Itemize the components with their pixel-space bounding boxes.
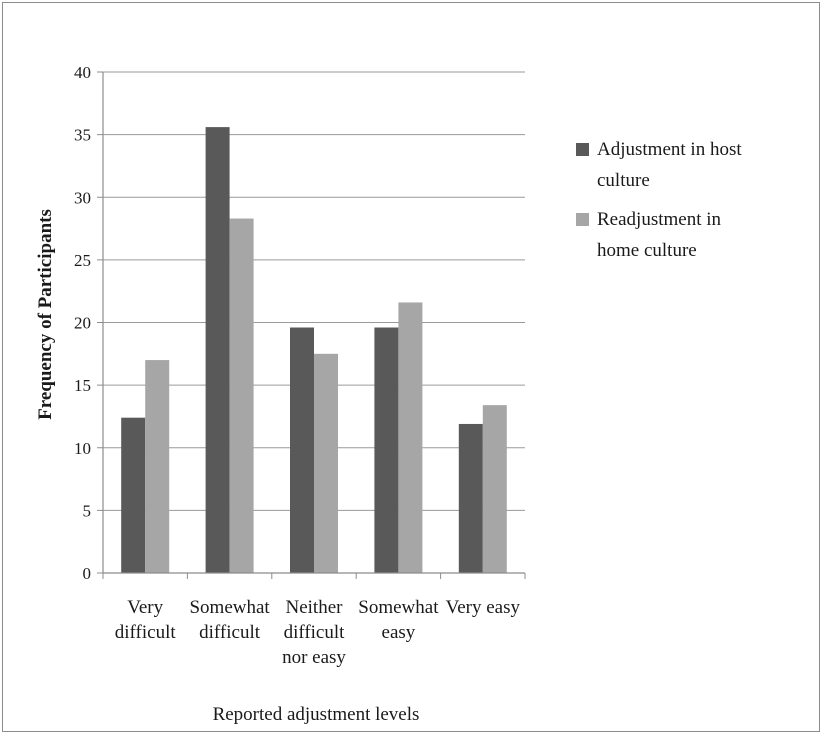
y-tick-label: 5 [83, 501, 92, 520]
legend-label-line: Adjustment in host [597, 139, 742, 160]
x-category-label-line: difficult [115, 622, 177, 643]
bar [458, 423, 483, 573]
y-tick-label: 25 [74, 251, 91, 270]
y-axis-title: Frequency of Participants [35, 209, 56, 420]
bar [145, 360, 170, 573]
y-tick-label: 15 [74, 376, 91, 395]
legend-label-line: home culture [597, 240, 697, 261]
x-category-label: Very difficult [115, 597, 177, 643]
y-tick-label: 40 [74, 63, 91, 82]
x-category-label-line: nor easy [282, 647, 346, 668]
bar [290, 327, 314, 573]
y-tick-labels: 0 5 10 15 20 25 30 35 40 [74, 63, 91, 583]
x-category-label: Very easy [446, 597, 521, 618]
bars [121, 127, 507, 574]
axes [102, 72, 526, 579]
bar [374, 327, 399, 573]
bar [482, 405, 507, 573]
legend-label-line: culture [597, 170, 650, 191]
x-category-label-line: Very [127, 597, 163, 618]
x-category-label: Neither difficult nor easy [282, 597, 346, 668]
bar-chart: 0 5 10 15 20 25 30 35 40 Very difficult Somewhat di… [35, 63, 742, 725]
x-axis-title: Reported adjustment levels [213, 704, 420, 725]
bar [205, 127, 230, 574]
x-category-label: Somewhat easy [358, 597, 439, 643]
bar [121, 417, 146, 573]
x-category-label-line: Somewhat [189, 597, 270, 618]
legend-swatch [576, 143, 589, 156]
legend-label-line: Readjustment in [597, 209, 722, 230]
x-category-label-line: Neither [286, 597, 344, 618]
bar [398, 302, 423, 573]
x-category-label-line: Very easy [446, 597, 521, 618]
x-category-label-line: easy [382, 622, 416, 643]
y-tick-label: 35 [74, 126, 91, 145]
x-category-label-line: difficult [199, 622, 261, 643]
legend: Adjustment in host culture Readjustment in… [576, 139, 742, 261]
y-tick-label: 20 [74, 314, 91, 333]
x-category-label: Somewhat difficult [189, 597, 270, 643]
legend-label: Adjustment in host culture [597, 139, 742, 191]
bar [229, 218, 254, 574]
y-tick-label: 30 [74, 188, 91, 207]
bar [314, 353, 338, 573]
x-category-label-line: Somewhat [358, 597, 439, 618]
legend-swatch [576, 213, 589, 226]
y-tick-label: 0 [83, 564, 92, 583]
legend-label: Readjustment in home culture [597, 209, 722, 261]
x-category-labels: Very difficult Somewhat difficult Neither dif… [115, 597, 521, 668]
x-category-label-line: difficult [284, 622, 346, 643]
y-tick-label: 10 [74, 439, 91, 458]
